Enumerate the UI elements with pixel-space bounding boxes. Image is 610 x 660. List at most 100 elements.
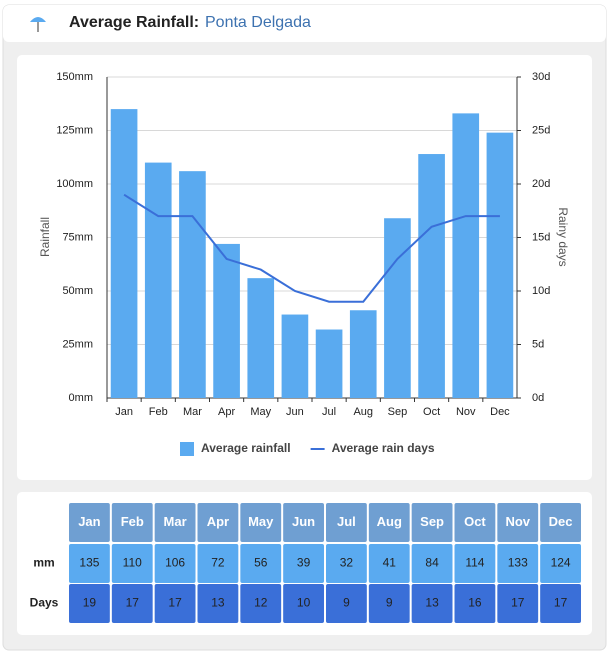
table-header-cell — [154, 503, 196, 542]
table-cell — [540, 544, 581, 583]
table-header: Aug — [377, 514, 402, 529]
table-header-cell — [326, 503, 367, 542]
y-tick-label: 0mm — [69, 392, 93, 404]
table-value: 114 — [465, 556, 484, 570]
row-label: Days — [30, 596, 59, 610]
table-header: Apr — [207, 514, 229, 529]
table-cell — [411, 544, 453, 583]
table-value: 17 — [511, 596, 525, 610]
table-cell — [240, 584, 282, 623]
table-value: 19 — [83, 596, 97, 610]
y-tick-label: 100mm — [56, 178, 93, 190]
table-cell — [197, 584, 239, 623]
table-cell — [154, 544, 196, 583]
legend-label: Average rainfall — [201, 441, 291, 455]
table-value: 32 — [340, 556, 354, 570]
table-header: Dec — [549, 514, 573, 529]
table-cell — [111, 584, 153, 623]
bar — [110, 109, 138, 398]
y2-tick-label: 20d — [532, 178, 550, 190]
y2-tick-label: 0d — [532, 392, 544, 404]
table-value: 9 — [343, 596, 350, 610]
x-tick-label: Jun — [286, 406, 304, 418]
table-cell — [454, 544, 496, 583]
legend-label: Average rain days — [332, 441, 435, 455]
bar — [315, 329, 343, 398]
table-header-cell — [454, 503, 496, 542]
table-header: Jul — [337, 514, 356, 529]
table-header: Feb — [121, 514, 144, 529]
table-header: Nov — [505, 514, 530, 529]
x-tick-label: Apr — [218, 406, 235, 418]
x-tick-label: Oct — [423, 406, 440, 418]
bar — [452, 113, 480, 398]
line — [123, 193, 500, 303]
bar — [179, 171, 206, 398]
table-value: 13 — [425, 596, 439, 610]
x-tick-label: Jul — [322, 406, 336, 418]
table-value: 17 — [168, 596, 182, 610]
table-cell — [69, 584, 110, 623]
table-value: 56 — [254, 556, 268, 570]
table-value: 12 — [254, 596, 268, 610]
bar — [247, 278, 275, 398]
x-tick-label: Nov — [456, 406, 476, 418]
location: Ponta Delgada — [205, 14, 311, 31]
table-cell — [368, 544, 410, 583]
table-header: Oct — [464, 514, 486, 529]
bar — [349, 310, 377, 398]
table-cell — [111, 544, 153, 583]
table-cell — [154, 584, 196, 623]
title: Average Rainfall: — [69, 14, 199, 31]
table-value: 133 — [508, 556, 528, 570]
y2-tick-label: 10d — [532, 285, 550, 297]
table-header: Jun — [292, 514, 315, 529]
table-cell — [69, 544, 110, 583]
table-value: 106 — [165, 556, 185, 570]
table-value: 135 — [79, 556, 99, 570]
y-tick-label: 125mm — [56, 124, 93, 136]
table-cell — [411, 584, 453, 623]
y2-tick-label: 15d — [532, 231, 550, 243]
table-header-cell — [240, 503, 282, 542]
table-header-cell — [283, 503, 324, 542]
table-header-cell — [368, 503, 410, 542]
y2-tick-label: 5d — [532, 338, 544, 350]
y-tick-label: 75mm — [62, 231, 93, 243]
table-value: 124 — [551, 556, 571, 570]
table-header: Sep — [420, 514, 444, 529]
table-cell — [540, 584, 581, 623]
umbrella-icon — [30, 17, 46, 32]
x-tick-label: Aug — [353, 406, 373, 418]
table-value: 9 — [386, 596, 393, 610]
legend-swatch — [180, 442, 194, 456]
table-cell — [326, 584, 367, 623]
table-value: 13 — [211, 596, 225, 610]
table-cell — [454, 584, 496, 623]
y-tick-label: 150mm — [56, 71, 93, 83]
table-value: 39 — [297, 556, 311, 570]
table-header: Jan — [78, 514, 100, 529]
table-cell — [368, 584, 410, 623]
x-tick-label: May — [250, 406, 271, 418]
x-tick-label: Jan — [115, 406, 133, 418]
table-cell — [197, 544, 239, 583]
bar — [384, 218, 411, 398]
header-bar — [3, 5, 606, 42]
y2-tick-label: 25d — [532, 124, 550, 136]
table-header: Mar — [164, 514, 187, 529]
table-cell — [326, 544, 367, 583]
y-tick-label: 25mm — [62, 338, 93, 350]
table-value: 17 — [554, 596, 568, 610]
table-value: 110 — [123, 556, 142, 570]
y-tick-label: 50mm — [62, 285, 93, 297]
table-cell — [497, 544, 539, 583]
y2-axis-label: Rainy days — [556, 207, 570, 266]
table-cell — [283, 544, 324, 583]
table-header-cell — [540, 503, 581, 542]
bar — [213, 243, 240, 398]
table-header-cell — [111, 503, 153, 542]
table-value: 84 — [425, 556, 439, 570]
bar — [486, 132, 514, 398]
